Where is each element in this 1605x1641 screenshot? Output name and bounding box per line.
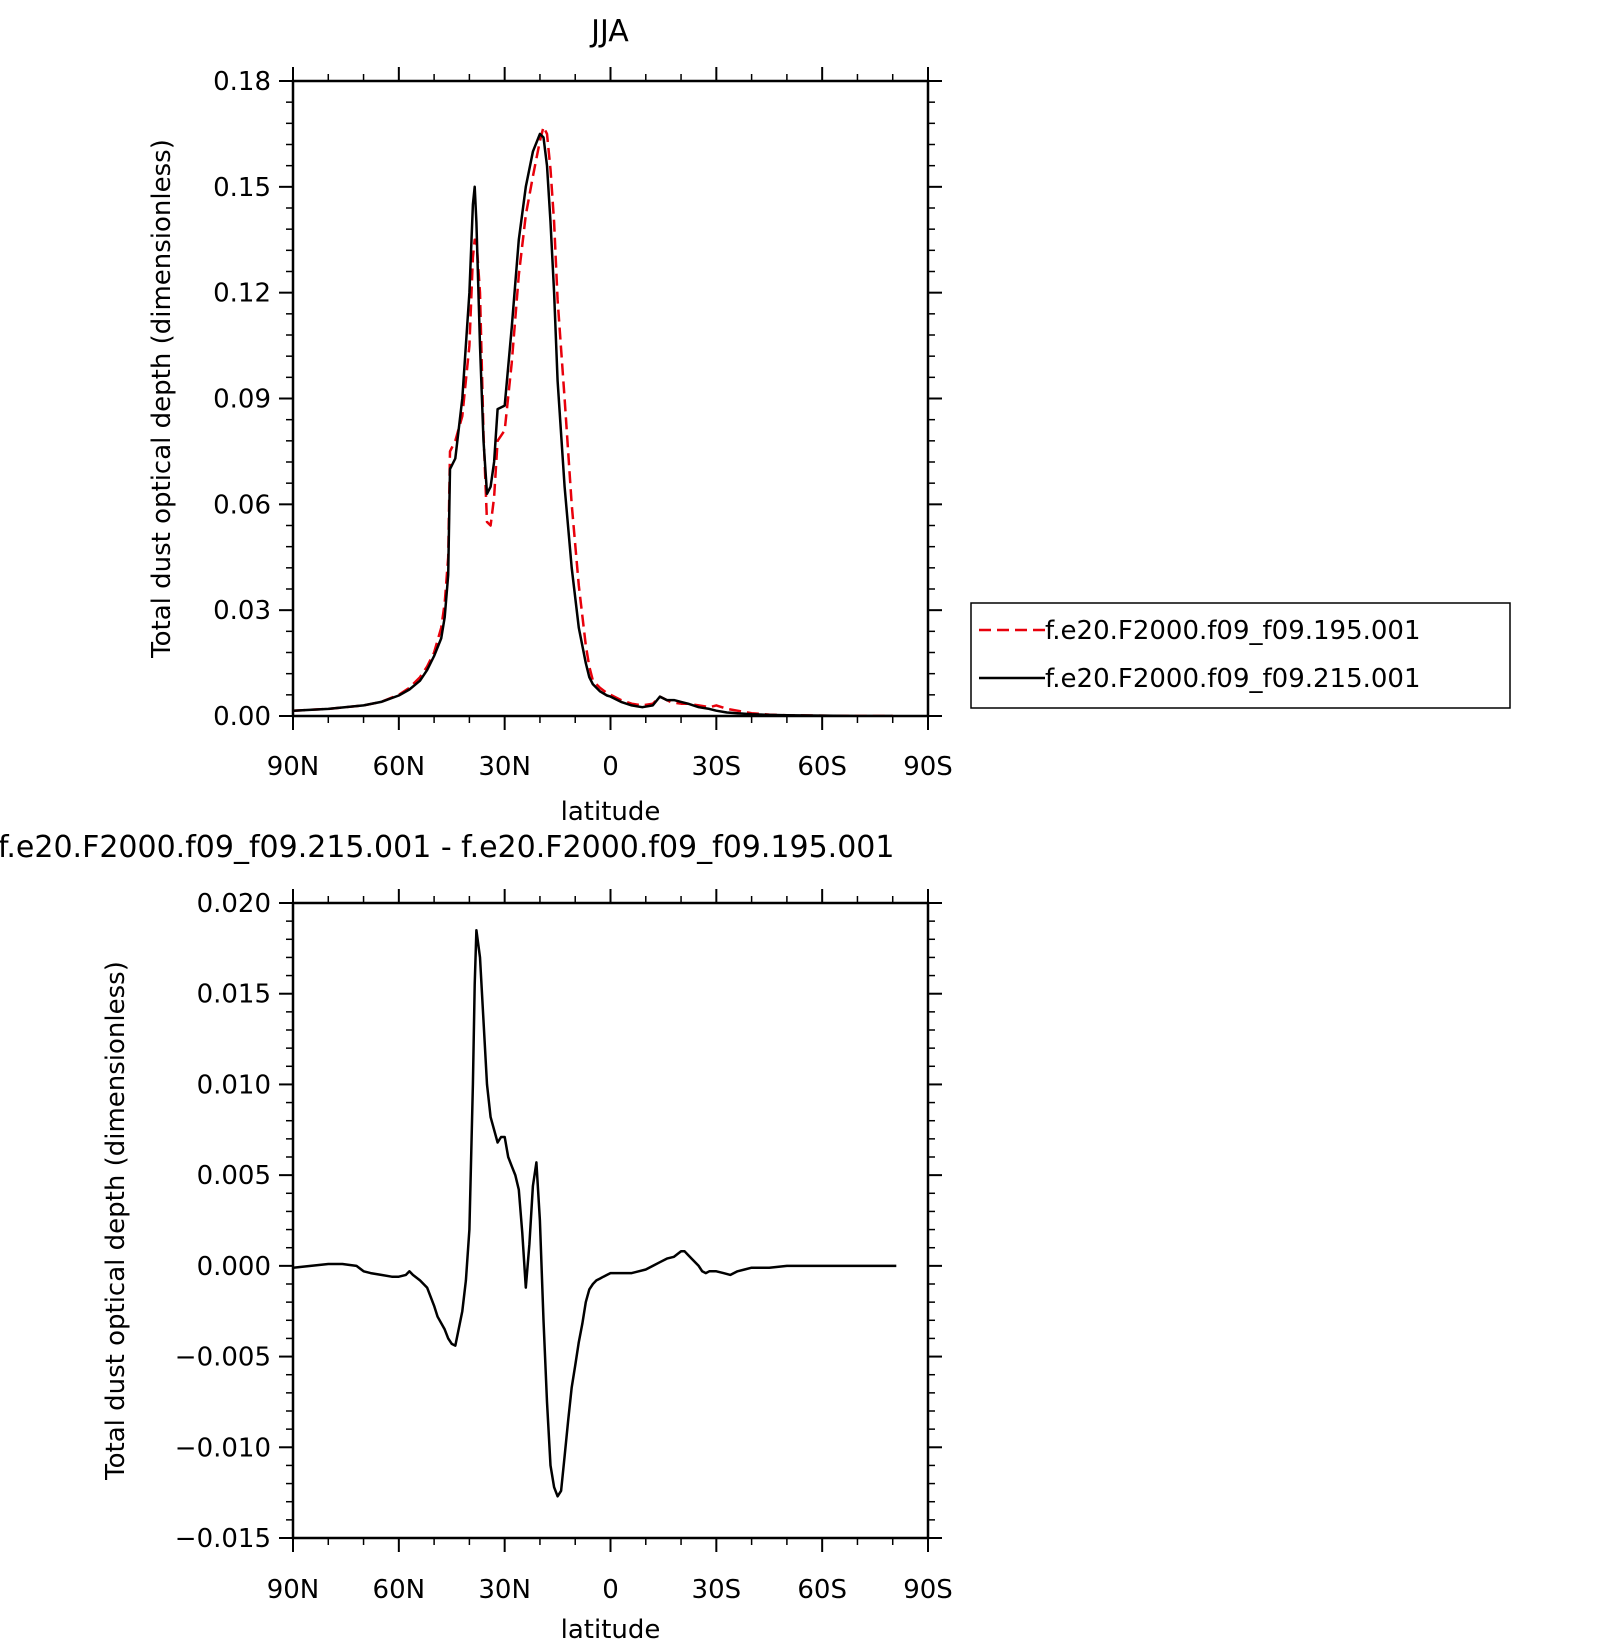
chart-title: JJA	[589, 14, 629, 49]
series-line-0	[293, 928, 897, 1498]
y-tick-label: 0.03	[213, 596, 271, 626]
legend-label-0: f.e20.F2000.f09_f09.195.001	[1045, 616, 1421, 646]
plot-frame	[291, 901, 930, 1540]
x-tick-label: 90N	[267, 752, 320, 782]
x-tick-label: 30S	[692, 1575, 742, 1605]
x-tick-label: 0	[602, 752, 619, 782]
x-axis-label: latitude	[561, 797, 661, 827]
x-tick-label: 30N	[478, 1575, 531, 1605]
x-tick-label: 90N	[267, 1575, 320, 1605]
legend-label-1: f.e20.F2000.f09_f09.215.001	[1045, 664, 1421, 694]
x-tick-label: 90S	[903, 752, 953, 782]
x-tick-label: 30N	[478, 752, 531, 782]
legend-box	[970, 602, 1511, 709]
x-tick-label: 60N	[373, 752, 426, 782]
x-tick-label: 90S	[903, 1575, 953, 1605]
y-tick-label: 0.06	[213, 490, 271, 520]
plot-frame	[291, 79, 930, 718]
y-tick-label: 0.005	[197, 1161, 271, 1191]
y-tick-label: 0.12	[213, 279, 271, 309]
y-tick-label: −0.010	[175, 1433, 271, 1463]
y-tick-label: 0.15	[213, 173, 271, 203]
legend: f.e20.F2000.f09_f09.195.001 f.e20.F2000.f…	[970, 602, 1511, 709]
y-tick-label: 0.015	[197, 980, 271, 1010]
y-tick-label: 0.000	[197, 1252, 271, 1282]
series-line-1	[293, 132, 893, 716]
y-tick-label: −0.005	[175, 1343, 271, 1373]
x-tick-label: 30S	[692, 752, 742, 782]
y-tick-label: 0.010	[197, 1070, 271, 1100]
y-tick-label: 0.09	[213, 385, 271, 415]
x-axis-label: latitude	[561, 1615, 661, 1641]
y-axis-label: Total dust optical depth (dimensionless)	[101, 961, 131, 1481]
y-axis-label: Total dust optical depth (dimensionless)	[147, 139, 177, 659]
series-line-0	[293, 125, 893, 716]
y-tick-label: 0.00	[213, 702, 271, 732]
y-tick-label: 0.18	[213, 67, 271, 97]
chart-title: f.e20.F2000.f09_f09.215.001 - f.e20.F200…	[0, 830, 894, 865]
bottom-panel-difference: f.e20.F2000.f09_f09.215.001 - f.e20.F200…	[0, 830, 953, 1641]
x-tick-label: 60S	[797, 752, 847, 782]
x-tick-label: 60N	[373, 1575, 426, 1605]
x-tick-label: 0	[602, 1575, 619, 1605]
y-tick-label: 0.020	[197, 889, 271, 919]
top-panel-jja: JJA 0.00 0.03 0.06 0.09 0.12 0.15 0.18 90N 60N 30N…	[147, 14, 1511, 827]
x-tick-label: 60S	[797, 1575, 847, 1605]
y-tick-label: −0.015	[175, 1524, 271, 1554]
